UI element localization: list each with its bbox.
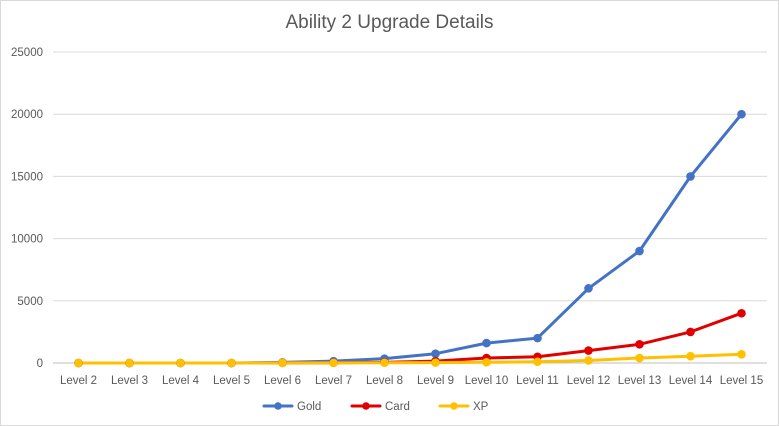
legend-label-gold: Gold [297, 401, 321, 413]
data-point-gold [533, 333, 542, 343]
data-point-xp [74, 358, 83, 368]
x-tick-label: Level 5 [213, 375, 250, 387]
data-point-xp [176, 358, 185, 368]
data-point-xp [686, 351, 695, 361]
x-tick-label: Level 7 [315, 375, 352, 387]
y-tick-label: 25000 [11, 47, 43, 59]
data-point-gold [686, 172, 695, 181]
x-tick-label: Level 8 [366, 375, 403, 387]
series-line-xp [77, 352, 743, 365]
data-point-gold [482, 338, 491, 348]
y-tick-label: 5000 [17, 296, 43, 308]
legend-label-xp: XP [473, 401, 489, 413]
x-tick-label: Level 10 [465, 375, 508, 387]
legend-marker-xp [450, 402, 458, 410]
data-point-card [686, 327, 695, 337]
x-tick-label: Level 2 [60, 375, 97, 387]
data-point-xp [227, 358, 236, 368]
data-point-xp [737, 349, 746, 359]
data-point-xp [278, 358, 287, 368]
legend-marker-gold [274, 402, 282, 410]
y-tick-label: 0 [37, 358, 43, 370]
data-point-gold [737, 109, 746, 119]
data-point-xp [329, 358, 338, 368]
y-tick-label: 10000 [11, 234, 43, 246]
data-point-xp [380, 358, 389, 368]
legend-label-card: Card [385, 401, 410, 413]
data-point-xp [584, 356, 593, 365]
chart-title: Ability 2 Upgrade Details [285, 12, 494, 33]
data-point-xp [125, 358, 134, 368]
x-tick-label: Level 15 [720, 375, 763, 387]
data-point-gold [584, 284, 593, 293]
data-point-xp [431, 358, 440, 367]
x-tick-label: Level 6 [264, 375, 301, 387]
data-point-card [584, 346, 593, 355]
data-point-xp [533, 357, 542, 367]
data-point-card [635, 340, 644, 349]
data-point-card [737, 308, 746, 318]
legend-marker-card [362, 402, 370, 410]
data-point-gold [635, 246, 644, 256]
y-tick-label: 15000 [11, 171, 43, 183]
data-point-xp [635, 353, 644, 363]
y-tick-label: 20000 [11, 109, 43, 121]
x-tick-label: Level 3 [111, 375, 148, 387]
data-point-gold [431, 349, 440, 358]
x-tick-label: Level 4 [162, 375, 200, 387]
x-tick-label: Level 9 [417, 375, 454, 387]
data-point-xp [482, 357, 491, 367]
x-tick-label: Level 12 [567, 375, 610, 387]
x-tick-label: Level 11 [516, 375, 559, 387]
x-tick-label: Level 13 [618, 375, 661, 387]
x-tick-label: Level 14 [669, 375, 713, 387]
